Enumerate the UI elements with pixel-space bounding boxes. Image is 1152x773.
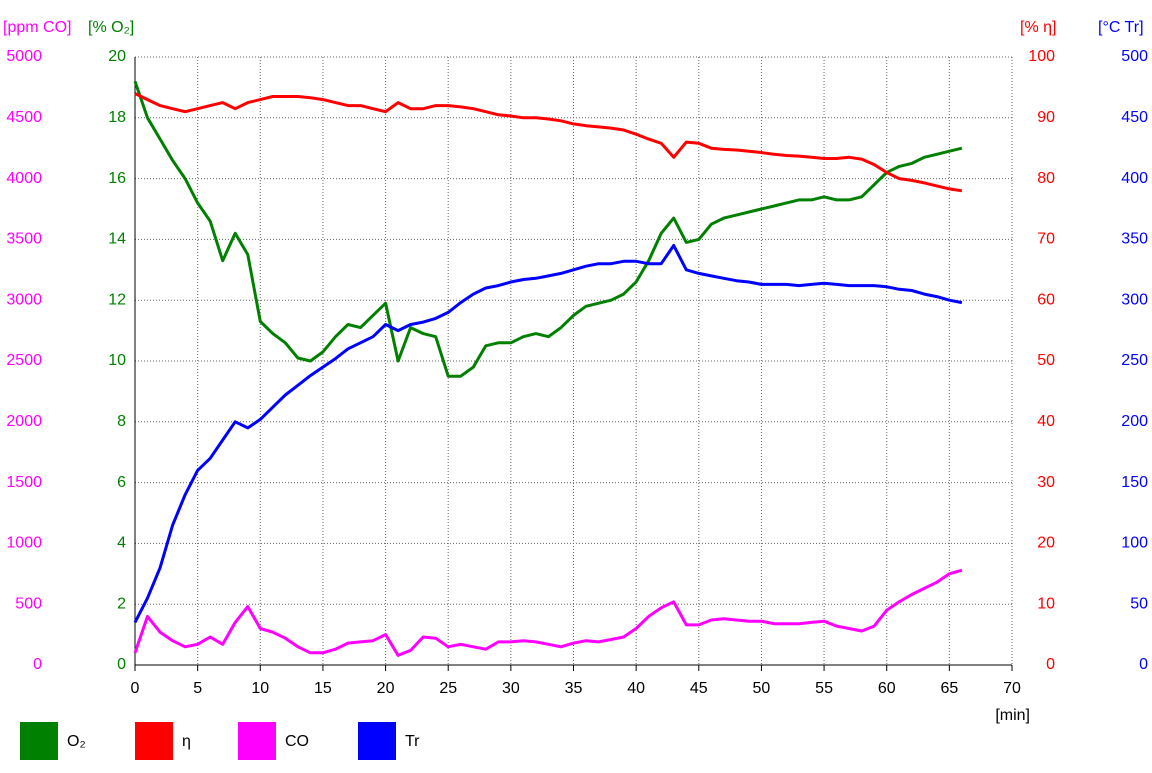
- y-tick-label: 0: [33, 656, 42, 673]
- x-tick-label: 65: [940, 680, 958, 697]
- legend-swatch: [238, 722, 276, 760]
- series-line: [133, 568, 963, 657]
- y-tick-label: 18: [108, 109, 126, 126]
- legend-swatch: [20, 722, 58, 760]
- y-tick-label: 5000: [6, 48, 42, 65]
- y-tick-label: 200: [1121, 413, 1148, 430]
- y-tick-label: 6: [117, 474, 126, 491]
- y-tick-label: 150: [1121, 474, 1148, 491]
- y-tick-label: 450: [1121, 109, 1148, 126]
- x-tick-label: 60: [878, 680, 896, 697]
- y-tick-label: 10: [108, 352, 126, 369]
- legend-label: Tr: [405, 733, 420, 750]
- series-line: [134, 92, 963, 193]
- y-tick-label: 3000: [6, 291, 42, 308]
- y-tick-label: 3500: [6, 231, 42, 248]
- legend-swatch: [358, 722, 396, 760]
- y-tick-label: 2: [117, 595, 126, 612]
- y-tick-label: 10: [1037, 595, 1055, 612]
- y-tick-label: 8: [117, 413, 126, 430]
- y-tick-label: 40: [1037, 413, 1055, 430]
- x-tick-label: 20: [377, 680, 395, 697]
- x-tick-label: 45: [690, 680, 708, 697]
- series-line: [133, 244, 963, 624]
- y-tick-label: 350: [1121, 231, 1148, 248]
- y-tick-label: 2500: [6, 352, 42, 369]
- y-tick-label: 16: [108, 170, 126, 187]
- y-tick-label: 0: [1139, 656, 1148, 673]
- y-tick-label: 20: [108, 48, 126, 65]
- y-tick-label: 50: [1037, 352, 1055, 369]
- y-tick-label: 300: [1121, 291, 1148, 308]
- x-tick-label: 35: [565, 680, 583, 697]
- y-tick-label: 500: [15, 595, 42, 612]
- y-tick-label: 60: [1037, 291, 1055, 308]
- x-tick-label: 25: [439, 680, 457, 697]
- x-tick-label: 5: [193, 680, 202, 697]
- y-tick-label: 400: [1121, 170, 1148, 187]
- y-tick-label: 30: [1037, 474, 1055, 491]
- x-axis-label: [min]: [995, 707, 1030, 724]
- y-tick-label: 14: [108, 231, 126, 248]
- x-tick-label: 0: [131, 680, 140, 697]
- y-tick-label: 50: [1130, 595, 1148, 612]
- y-tick-label: 500: [1121, 48, 1148, 65]
- y-tick-label: 250: [1121, 352, 1148, 369]
- legend-label: O₂: [67, 733, 86, 750]
- y-tick-label: 1500: [6, 474, 42, 491]
- y-tick-label: 4: [117, 535, 126, 552]
- x-tick-label: 30: [502, 680, 520, 697]
- legend-swatch: [135, 722, 173, 760]
- y-tick-label: 100: [1121, 535, 1148, 552]
- y-tick-label: 100: [1028, 48, 1055, 65]
- series-line: [133, 80, 963, 378]
- legend-label: CO: [285, 733, 309, 750]
- axis-title: [% η]: [1020, 19, 1056, 36]
- x-tick-label: 10: [251, 680, 269, 697]
- axis-title: [% O₂]: [88, 19, 134, 36]
- x-tick-label: 70: [1003, 680, 1021, 697]
- y-tick-label: 70: [1037, 231, 1055, 248]
- x-tick-label: 50: [753, 680, 771, 697]
- axis-title: [°C Tr]: [1098, 19, 1144, 36]
- y-tick-label: 4000: [6, 170, 42, 187]
- axis-title: [ppm CO]: [3, 19, 71, 36]
- y-tick-label: 0: [117, 656, 126, 673]
- x-tick-label: 15: [314, 680, 332, 697]
- y-tick-label: 20: [1037, 535, 1055, 552]
- y-tick-label: 90: [1037, 109, 1055, 126]
- y-tick-label: 12: [108, 291, 126, 308]
- y-tick-label: 0: [1046, 656, 1055, 673]
- x-tick-label: 55: [815, 680, 833, 697]
- y-tick-label: 4500: [6, 109, 42, 126]
- legend-label: η: [182, 733, 191, 750]
- y-tick-label: 1000: [6, 535, 42, 552]
- y-tick-label: 80: [1037, 170, 1055, 187]
- y-tick-label: 2000: [6, 413, 42, 430]
- x-tick-label: 40: [627, 680, 645, 697]
